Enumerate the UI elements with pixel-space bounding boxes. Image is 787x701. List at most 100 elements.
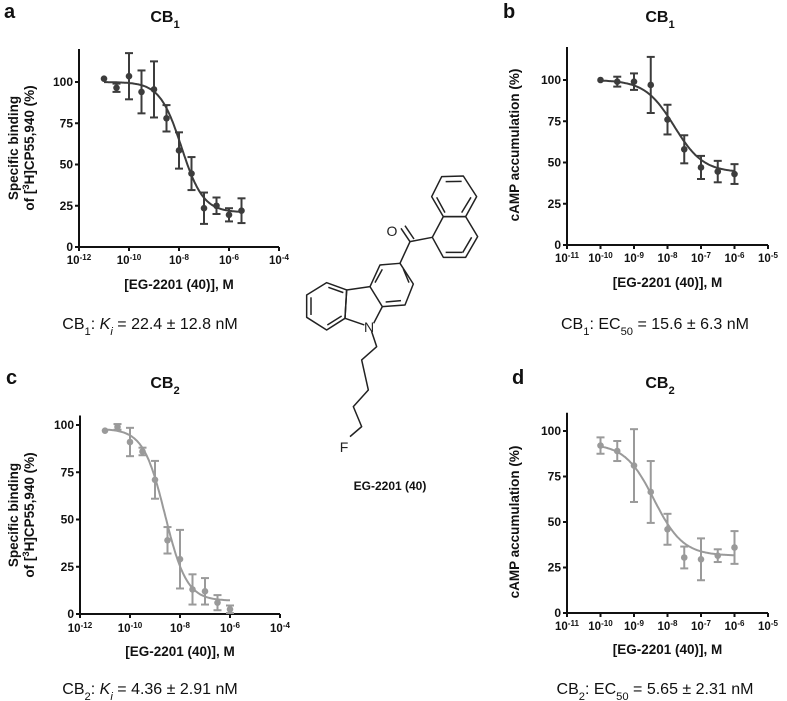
y-axis-label-part: cAMP accumulation (%)	[507, 446, 522, 599]
x-tick-label: 10-8	[658, 251, 678, 266]
result-caption: CB1: Ki = 22.4 ± 12.8 nM	[62, 316, 237, 338]
y-axis-label: of [3H]CP55,940 (%)	[21, 85, 38, 210]
result-caption-part: = 4.36 ± 2.91 nM	[113, 681, 238, 698]
x-tick-label: 10-8	[658, 619, 678, 634]
result-caption-part: : EC	[585, 681, 616, 698]
x-tick-label: 10-7	[691, 619, 711, 634]
x-tick-label: 10-6	[219, 253, 239, 268]
chart-title: CB1	[645, 9, 674, 31]
x-tick-label: 10-10	[588, 619, 613, 634]
x-tick-label-part: 10	[555, 621, 568, 633]
x-tick-label-part: -10	[130, 253, 142, 262]
data-point	[151, 476, 159, 484]
data-point	[189, 586, 196, 593]
data-point	[647, 488, 655, 496]
data-point	[238, 207, 245, 214]
naphthalene-ring-lower	[431, 215, 479, 259]
x-tick-label-part: -11	[568, 619, 580, 628]
data-point	[697, 164, 705, 171]
x-tick-label-part: 10	[269, 255, 282, 267]
fluoropentyl-chain	[349, 331, 378, 438]
y-tick-label: 25	[548, 561, 562, 575]
x-tick-label-part: -7	[704, 251, 712, 260]
x-tick-label-part: -4	[282, 253, 290, 262]
chart-title-part: 1	[668, 19, 674, 31]
data-point	[731, 544, 738, 551]
y-tick-label: 75	[548, 114, 562, 128]
data-point	[731, 170, 738, 178]
x-tick-label: 10-11	[555, 251, 580, 266]
x-tick-label-part: -5	[771, 251, 779, 260]
x-axis-label-part: [EG-2201 (40)], M	[613, 275, 723, 290]
x-tick-label-part: -12	[81, 621, 93, 630]
y-axis-label-part: H]CP55,940 (%)	[22, 85, 37, 184]
data-point	[613, 78, 621, 85]
x-tick-label-part: -10	[601, 619, 613, 628]
x-tick-label: 10-9	[624, 251, 644, 266]
x-tick-label-part: -9	[637, 251, 645, 260]
result-caption-part: 1	[85, 326, 91, 338]
data-point	[597, 442, 604, 449]
y-axis-label: cAMP accumulation (%)	[507, 446, 522, 599]
y-tick-label: 50	[61, 513, 75, 527]
x-tick-label-part: 10	[169, 255, 182, 267]
x-tick-label-part: -8	[670, 251, 678, 260]
x-tick-label-part: -10	[601, 251, 613, 260]
result-caption-part: CB	[62, 316, 84, 333]
y-axis-label-part: Specific binding	[6, 463, 21, 567]
x-tick-label-part: 10	[658, 253, 671, 265]
carbazole-ring-left	[305, 281, 348, 331]
x-axis-label-part: [EG-2201 (40)], M	[125, 644, 235, 659]
result-caption-part: i	[110, 691, 113, 701]
x-tick-label: 10-4	[269, 253, 289, 268]
x-tick-label-part: 10	[220, 623, 233, 635]
x-tick-label: 10-10	[117, 253, 142, 268]
y-axis-label-part: 3	[21, 551, 32, 556]
y-axis-label-part: of [	[22, 189, 37, 210]
result-caption-part: :	[91, 316, 100, 333]
x-tick-label-part: -9	[637, 619, 645, 628]
chart-title: CB1	[150, 9, 179, 31]
x-tick-label-part: 10	[219, 255, 232, 267]
data-point	[213, 202, 220, 210]
x-tick-label-part: 10	[624, 621, 637, 633]
data-point	[163, 115, 170, 122]
x-tick-label-part: -6	[737, 619, 745, 628]
x-tick-label-part: 10	[758, 621, 771, 633]
carbazole-ring-right	[369, 262, 415, 308]
molecule-fluorine-atom: F	[340, 439, 349, 455]
y-tick-label: 0	[67, 607, 74, 621]
data-point	[664, 116, 671, 123]
x-tick-label-part: -10	[131, 621, 143, 630]
x-tick-label: 10-10	[118, 621, 143, 636]
x-tick-label: 10-6	[725, 251, 745, 266]
data-point	[188, 170, 195, 177]
x-tick-label-part: -12	[80, 253, 92, 262]
x-tick-label: 10-6	[725, 619, 745, 634]
panel-letter: b	[503, 1, 515, 23]
data-point	[100, 75, 108, 82]
data-point	[680, 554, 688, 561]
x-tick-label-part: -6	[737, 251, 745, 260]
fit-curve	[105, 428, 230, 602]
x-tick-label: 10-8	[169, 253, 189, 268]
y-tick-label: 50	[548, 515, 562, 529]
compound-label: EG-2201 (40)	[354, 479, 427, 493]
x-axis-label: [EG-2201 (40)], M	[613, 642, 723, 657]
data-point	[630, 78, 638, 85]
x-tick-label: 10-10	[588, 251, 613, 266]
data-point	[200, 204, 208, 212]
result-caption-part: 2	[579, 691, 585, 701]
y-tick-label: 25	[548, 197, 562, 211]
result-caption: CB2: Ki = 4.36 ± 2.91 nM	[62, 681, 237, 701]
data-point	[597, 76, 604, 84]
x-tick-label-part: 10	[67, 255, 80, 267]
x-tick-label-part: 10	[170, 623, 183, 635]
x-tick-label: 10-4	[270, 621, 290, 636]
result-caption-part: = 5.65 ± 2.31 nM	[629, 681, 754, 698]
data-point	[113, 84, 120, 92]
chart-title: CB2	[150, 375, 179, 397]
data-point	[138, 88, 145, 96]
